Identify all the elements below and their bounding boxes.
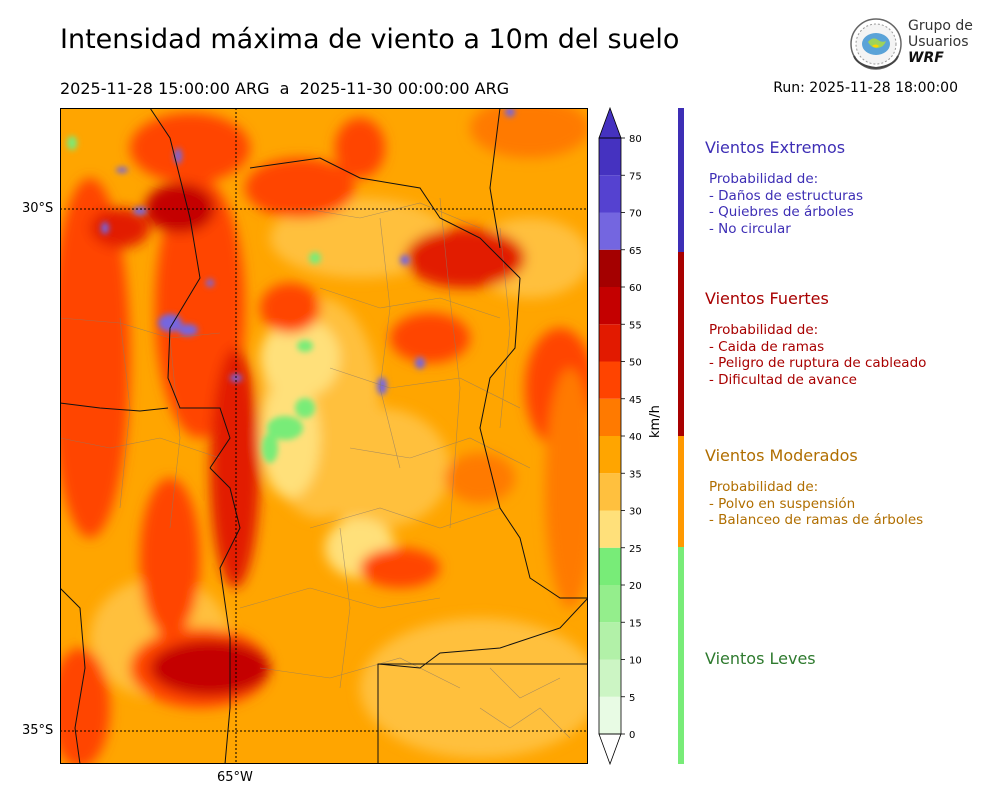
lon-label-65w: 65°W <box>217 770 253 785</box>
globe-seal-icon <box>850 18 902 70</box>
run-time: Run: 2025-11-28 18:00:00 <box>773 80 958 96</box>
legend-moderate-title: Vientos Moderados <box>705 446 858 465</box>
colorbar-band <box>599 510 621 548</box>
legend-extreme-title: Vientos Extremos <box>705 138 846 157</box>
legend-extreme-line: - Quiebres de árboles <box>709 204 854 220</box>
legend-bar-strong <box>678 252 684 436</box>
legend-strong-desc: Probabilidad de: - Caida de ramas - Peli… <box>705 322 926 388</box>
legend-moderate: Vientos Moderados Probabilidad de: - Pol… <box>705 446 923 529</box>
legend-strong: Vientos Fuertes Probabilidad de: - Caida… <box>705 289 926 388</box>
colorbar-tick-label: 30 <box>629 507 642 518</box>
colorbar-band <box>599 398 621 436</box>
colorbar-min-arrow <box>598 733 622 766</box>
legend-bar-extreme <box>678 108 684 252</box>
colorbar-band <box>599 547 621 585</box>
colorbar-band <box>599 287 621 325</box>
colorbar-tick-label: 10 <box>629 656 642 667</box>
legend-bar-light <box>678 547 684 764</box>
colorbar-tick-label: 25 <box>629 544 642 555</box>
legend-bar-moderate <box>678 436 684 547</box>
colorbar-tick-label: 45 <box>629 395 642 406</box>
wrf-users-logo: Grupo de Usuarios WRF <box>848 16 978 74</box>
logo-line-3: WRF <box>908 50 944 66</box>
legend-moderate-line: Probabilidad de: <box>709 479 819 495</box>
colorbar-tick-label: 35 <box>629 469 642 480</box>
colorbar-band <box>599 361 621 399</box>
legend-light-title: Vientos Leves <box>705 649 816 668</box>
legend-strong-line: Probabilidad de: <box>709 322 819 338</box>
colorbar-max-arrow <box>598 106 622 139</box>
department-borders <box>60 197 571 739</box>
legend-extreme-line: - Daños de estructuras <box>709 187 864 204</box>
logo-line-1: Grupo de <box>908 18 973 34</box>
graticule <box>60 108 588 764</box>
legend-extreme: Vientos Extremos Probabilidad de: - Daño… <box>705 138 863 237</box>
lat-label-30s: 30°S <box>22 201 54 216</box>
legend-strong-line: - Caida de ramas <box>709 338 825 355</box>
legend-extreme-line: Probabilidad de: <box>709 171 819 187</box>
colorbar-tick-label: 60 <box>629 283 642 294</box>
province-borders <box>60 108 588 764</box>
legend-strong-line: - Peligro de ruptura de cableado <box>709 355 927 371</box>
colorbar-tick-label: 70 <box>629 209 642 220</box>
colorbar-tick-label: 55 <box>629 320 642 331</box>
colorbar: 0 5 10 15 20 25 30 35 40 45 50 55 60 65 70 75 80 <box>598 106 642 766</box>
legend-moderate-desc: Probabilidad de: - Polvo en suspensión -… <box>705 479 923 529</box>
colorbar-ticks: 0 5 10 15 20 25 30 35 40 45 50 55 60 65 70 75 80 <box>621 134 642 741</box>
logo-line-2: Usuarios <box>908 34 969 50</box>
colorbar-band <box>599 324 621 362</box>
colorbar-band <box>599 659 621 697</box>
legend-strong-title: Vientos Fuertes <box>705 289 829 308</box>
colorbar-tick-label: 0 <box>629 730 635 741</box>
legend-strong-line: - Dificultad de avance <box>709 371 857 388</box>
colorbar-tick-label: 40 <box>629 432 642 443</box>
colorbar-tick-label: 65 <box>629 246 642 257</box>
legend-light: Vientos Leves <box>705 649 816 682</box>
colorbar-tick-label: 80 <box>629 134 642 145</box>
colorbar-tick-label: 75 <box>629 171 642 182</box>
colorbar-band <box>599 175 621 213</box>
colorbar-band <box>599 696 621 734</box>
colorbar-tick-label: 20 <box>629 581 642 592</box>
colorbar-bands <box>598 106 622 766</box>
legend-extreme-line: - No circular <box>709 220 791 237</box>
wind-field-peaks <box>67 108 515 463</box>
legend-moderate-line: - Balanceo de ramas de árboles <box>709 512 924 528</box>
forecast-period: 2025-11-28 15:00:00 ARG a 2025-11-30 00:… <box>60 79 510 98</box>
colorbar-band <box>599 249 621 287</box>
colorbar-tick-label: 50 <box>629 358 642 369</box>
wind-legend: Vientos Extremos Probabilidad de: - Daño… <box>678 108 978 764</box>
colorbar-band <box>599 212 621 250</box>
colorbar-band <box>599 622 621 660</box>
logo-text: Grupo de Usuarios WRF <box>908 18 973 66</box>
wind-map <box>60 108 588 764</box>
map-frame <box>60 108 588 764</box>
legend-moderate-line: - Polvo en suspensión <box>709 495 856 512</box>
colorbar-band <box>599 436 621 474</box>
colorbar-band <box>599 585 621 623</box>
colorbar-band <box>599 138 621 176</box>
map-title: Intensidad máxima de viento a 10m del su… <box>60 24 680 55</box>
colorbar-unit: km/h <box>648 405 663 438</box>
legend-extreme-desc: Probabilidad de: - Daños de estructuras … <box>705 171 863 237</box>
lat-label-35s: 35°S <box>22 723 54 738</box>
colorbar-tick-label: 5 <box>629 693 635 704</box>
colorbar-tick-label: 15 <box>629 618 642 629</box>
colorbar-band <box>599 473 621 511</box>
